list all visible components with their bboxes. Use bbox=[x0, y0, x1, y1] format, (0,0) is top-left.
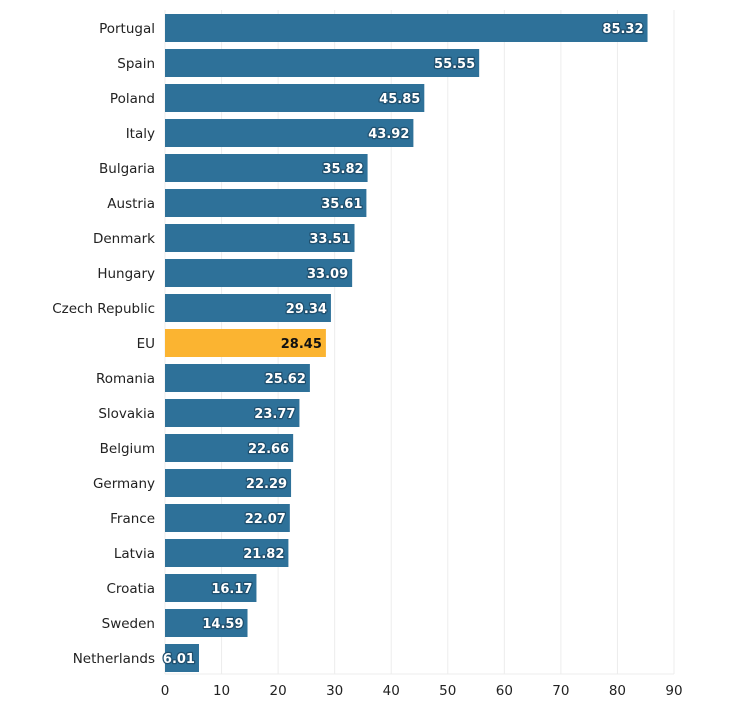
value-label: 35.82 bbox=[322, 162, 363, 177]
bar bbox=[165, 399, 300, 427]
bar bbox=[165, 154, 368, 182]
category-label: EU bbox=[137, 336, 155, 352]
value-label: 43.92 bbox=[368, 127, 409, 142]
bar bbox=[165, 49, 480, 77]
category-label: Bulgaria bbox=[99, 161, 155, 177]
category-label: Poland bbox=[110, 91, 155, 107]
value-label: 55.55 bbox=[434, 57, 475, 72]
category-label: Belgium bbox=[100, 441, 155, 457]
bar bbox=[165, 644, 199, 672]
value-label: 22.29 bbox=[246, 477, 287, 492]
bar bbox=[165, 609, 248, 637]
value-label: 33.51 bbox=[309, 232, 350, 247]
value-label: 14.59 bbox=[202, 617, 243, 632]
value-label: 28.45 bbox=[281, 337, 322, 352]
x-tick-label: 70 bbox=[552, 683, 569, 699]
category-label: Czech Republic bbox=[52, 301, 155, 317]
value-label: 29.34 bbox=[286, 302, 327, 317]
bar bbox=[165, 574, 257, 602]
value-label: 35.61 bbox=[321, 197, 362, 212]
x-tick-label: 50 bbox=[439, 683, 456, 699]
category-label: Germany bbox=[93, 476, 155, 492]
x-tick-label: 20 bbox=[270, 683, 287, 699]
bar bbox=[165, 434, 294, 462]
value-label: 22.66 bbox=[248, 442, 289, 457]
category-label: France bbox=[110, 511, 155, 527]
x-tick-label: 10 bbox=[213, 683, 230, 699]
value-label: 23.77 bbox=[254, 407, 295, 422]
category-label: Netherlands bbox=[73, 651, 155, 667]
bar bbox=[165, 504, 290, 532]
category-labels: Portugal Spain Poland Italy Bulgaria Austria D… bbox=[52, 21, 155, 667]
value-label: 33.09 bbox=[307, 267, 348, 282]
x-tick-label: 80 bbox=[609, 683, 626, 699]
value-label: 85.32 bbox=[602, 22, 643, 37]
x-tick-label: 30 bbox=[326, 683, 343, 699]
x-tick-label: 0 bbox=[161, 683, 170, 699]
x-tick-label: 90 bbox=[665, 683, 682, 699]
value-label: 16.17 bbox=[211, 582, 252, 597]
bar bbox=[165, 469, 292, 497]
x-tick-label: 40 bbox=[383, 683, 400, 699]
bar bbox=[165, 224, 355, 252]
category-label: Spain bbox=[117, 56, 155, 72]
bars bbox=[165, 14, 648, 672]
bar bbox=[165, 259, 353, 287]
bar bbox=[165, 119, 414, 147]
bar bbox=[165, 539, 289, 567]
category-label: Romania bbox=[96, 371, 155, 387]
bar bbox=[165, 189, 367, 217]
category-label: Italy bbox=[126, 126, 155, 142]
category-label: Hungary bbox=[97, 266, 155, 282]
category-label: Austria bbox=[107, 196, 155, 212]
bar bbox=[165, 364, 310, 392]
category-label: Sweden bbox=[102, 616, 155, 632]
category-label: Portugal bbox=[99, 21, 155, 37]
category-label: Latvia bbox=[114, 546, 155, 562]
x-tick-label: 60 bbox=[496, 683, 513, 699]
value-label: 25.62 bbox=[265, 372, 306, 387]
bar-highlight bbox=[165, 329, 326, 357]
category-label: Slovakia bbox=[98, 406, 155, 422]
bar bbox=[165, 294, 331, 322]
category-label: Croatia bbox=[106, 581, 155, 597]
value-label: 6.01 bbox=[163, 652, 195, 667]
value-label: 22.07 bbox=[245, 512, 286, 527]
value-labels: 85.32 55.55 45.85 43.92 35.82 35.61 33.51 33.09… bbox=[162, 21, 645, 669]
category-label: Denmark bbox=[93, 231, 155, 247]
bar bbox=[165, 84, 425, 112]
value-label: 45.85 bbox=[379, 92, 420, 107]
bar bbox=[165, 14, 648, 42]
value-label: 21.82 bbox=[243, 547, 284, 562]
x-axis-ticks: 0 10 20 30 40 50 60 70 80 90 bbox=[161, 683, 683, 699]
